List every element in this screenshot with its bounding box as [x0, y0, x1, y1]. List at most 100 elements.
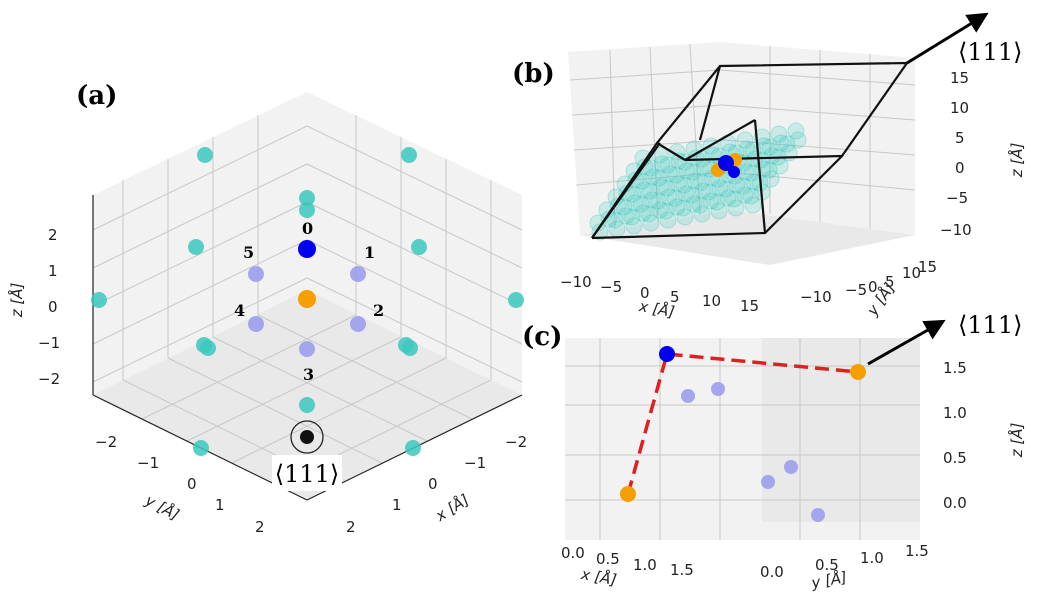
c-ytick-3: 1.5: [905, 542, 929, 560]
panel-b: (b): [512, 12, 1026, 321]
b-lattice-atom: [693, 205, 711, 223]
a-direction-label: ⟨111⟩: [275, 460, 340, 488]
b-lattice-atom: [661, 165, 679, 183]
b-ytick-3: 5: [885, 273, 895, 291]
b-blue-point: [718, 155, 734, 171]
a-axis-ring: [290, 420, 324, 454]
c-orange-end: [850, 364, 866, 380]
a-label-5: 5: [243, 243, 254, 262]
a-cyan-point: [193, 440, 209, 456]
grid-left: [92, 115, 308, 383]
b-ztick-4: −5: [946, 189, 968, 207]
b-lattice-atom: [615, 198, 633, 216]
b-lattice-atom: [653, 155, 671, 173]
b-lattice-atom: [591, 223, 609, 241]
b-lattice-atom: [752, 151, 770, 169]
c-ztick-0: 1.5: [943, 359, 967, 377]
b-lattice-atom: [742, 187, 760, 205]
b-lattice-atom: [753, 128, 771, 146]
b-lattice-atom: [659, 211, 677, 229]
c-xtick-3: 1.5: [670, 561, 694, 579]
b-lattice-atom: [667, 166, 685, 184]
b-lattice-atom: [763, 147, 781, 165]
a-label-1: 1: [364, 243, 375, 262]
b-direction-arrow: [906, 12, 989, 65]
b-lattice-atom: [692, 173, 710, 191]
b-ytick-5: 15: [918, 258, 937, 276]
b-lattice: [589, 122, 807, 241]
b-lattice-atom: [674, 199, 692, 217]
b-lattice-atom: [677, 185, 695, 203]
panel-a: (a): [7, 81, 527, 536]
b-lattice-atom: [778, 135, 796, 153]
c-neighbor-point: [681, 389, 695, 403]
b-lattice-atom: [762, 170, 780, 188]
c-xtick-2: 1.0: [633, 556, 657, 574]
c-direction-label: ⟨111⟩: [958, 311, 1023, 339]
b-lattice-atom: [675, 176, 693, 194]
b-lattice-atom: [678, 162, 696, 180]
b-lattice-atom: [755, 137, 773, 155]
a-ztick-0: 2: [48, 226, 58, 244]
b-cell-edge: [591, 142, 661, 239]
a-cyan-point: [299, 202, 315, 218]
b-lattice-atom: [772, 134, 790, 152]
c-neighbors: [681, 382, 825, 522]
a-neighbor-point-5: [248, 266, 264, 282]
b-lattice-atom: [745, 173, 763, 191]
b-lattice-atom: [668, 143, 686, 161]
a-xtick-0: −2: [505, 433, 527, 451]
a-neighbor-sites: [248, 266, 366, 357]
a-neighbor-point-3: [299, 341, 315, 357]
b-lattice-atom: [644, 168, 662, 186]
b-lattice-atom: [702, 192, 720, 210]
b-cell-edge: [656, 142, 686, 161]
c-neighbor-point: [784, 460, 798, 474]
a-ztick-1: 1: [48, 262, 58, 280]
a-cyan-point: [200, 340, 216, 356]
b-lattice-atom: [685, 195, 703, 213]
b-lattice-atom: [736, 131, 754, 149]
a-xlabel: x [Å]: [431, 490, 472, 526]
a-cyan-point: [405, 440, 421, 456]
b-xtick-1: −5: [600, 278, 622, 296]
c-blue-site: [659, 346, 675, 362]
a-ztick-3: −1: [38, 334, 60, 352]
b-lattice-atom: [642, 214, 660, 232]
c-path-line: [626, 352, 859, 495]
c-xtick-1: 0.5: [596, 550, 620, 568]
b-ztick-0: 15: [950, 69, 969, 87]
a-label-2: 2: [373, 301, 384, 320]
b-ztick-2: 5: [955, 129, 965, 147]
b-xtick-2: 0: [640, 284, 650, 302]
a-axis-dot: [300, 430, 314, 444]
b-lattice-atom: [710, 202, 728, 220]
a-cyan-point: [508, 292, 524, 308]
b-lattice-atom: [719, 189, 737, 207]
c-pane-back-right: [762, 338, 920, 522]
a-ytick-1: −1: [137, 454, 159, 472]
a-neighbor-point-2: [350, 316, 366, 332]
b-lattice-atom: [700, 183, 718, 201]
b-direction-label: ⟨111⟩: [958, 38, 1023, 66]
a-cyan-point: [401, 147, 417, 163]
b-ytick-1: −5: [845, 281, 867, 299]
a-axis-label-bg: [272, 455, 342, 491]
a-cyan-atoms: [91, 147, 524, 456]
b-xtick-0: −10: [560, 273, 592, 291]
b-lattice-atom: [669, 175, 687, 193]
b-lattice-atom: [649, 192, 667, 210]
b-lattice-atom: [683, 186, 701, 204]
b-cell-edge: [684, 154, 843, 162]
a-neighbor-point-1: [350, 266, 366, 282]
b-lattice-atom: [725, 190, 743, 208]
b-ztick-3: 0: [955, 159, 965, 177]
a-cyan-point: [91, 292, 107, 308]
c-pane-back-left: [565, 338, 762, 522]
b-lattice-atom: [634, 204, 652, 222]
b-cell: [591, 61, 910, 240]
b-lattice-atom: [660, 188, 678, 206]
a-cyan-point: [299, 190, 315, 206]
b-zlabel: z [Å]: [1007, 143, 1026, 179]
a-cyan-point: [411, 239, 427, 255]
